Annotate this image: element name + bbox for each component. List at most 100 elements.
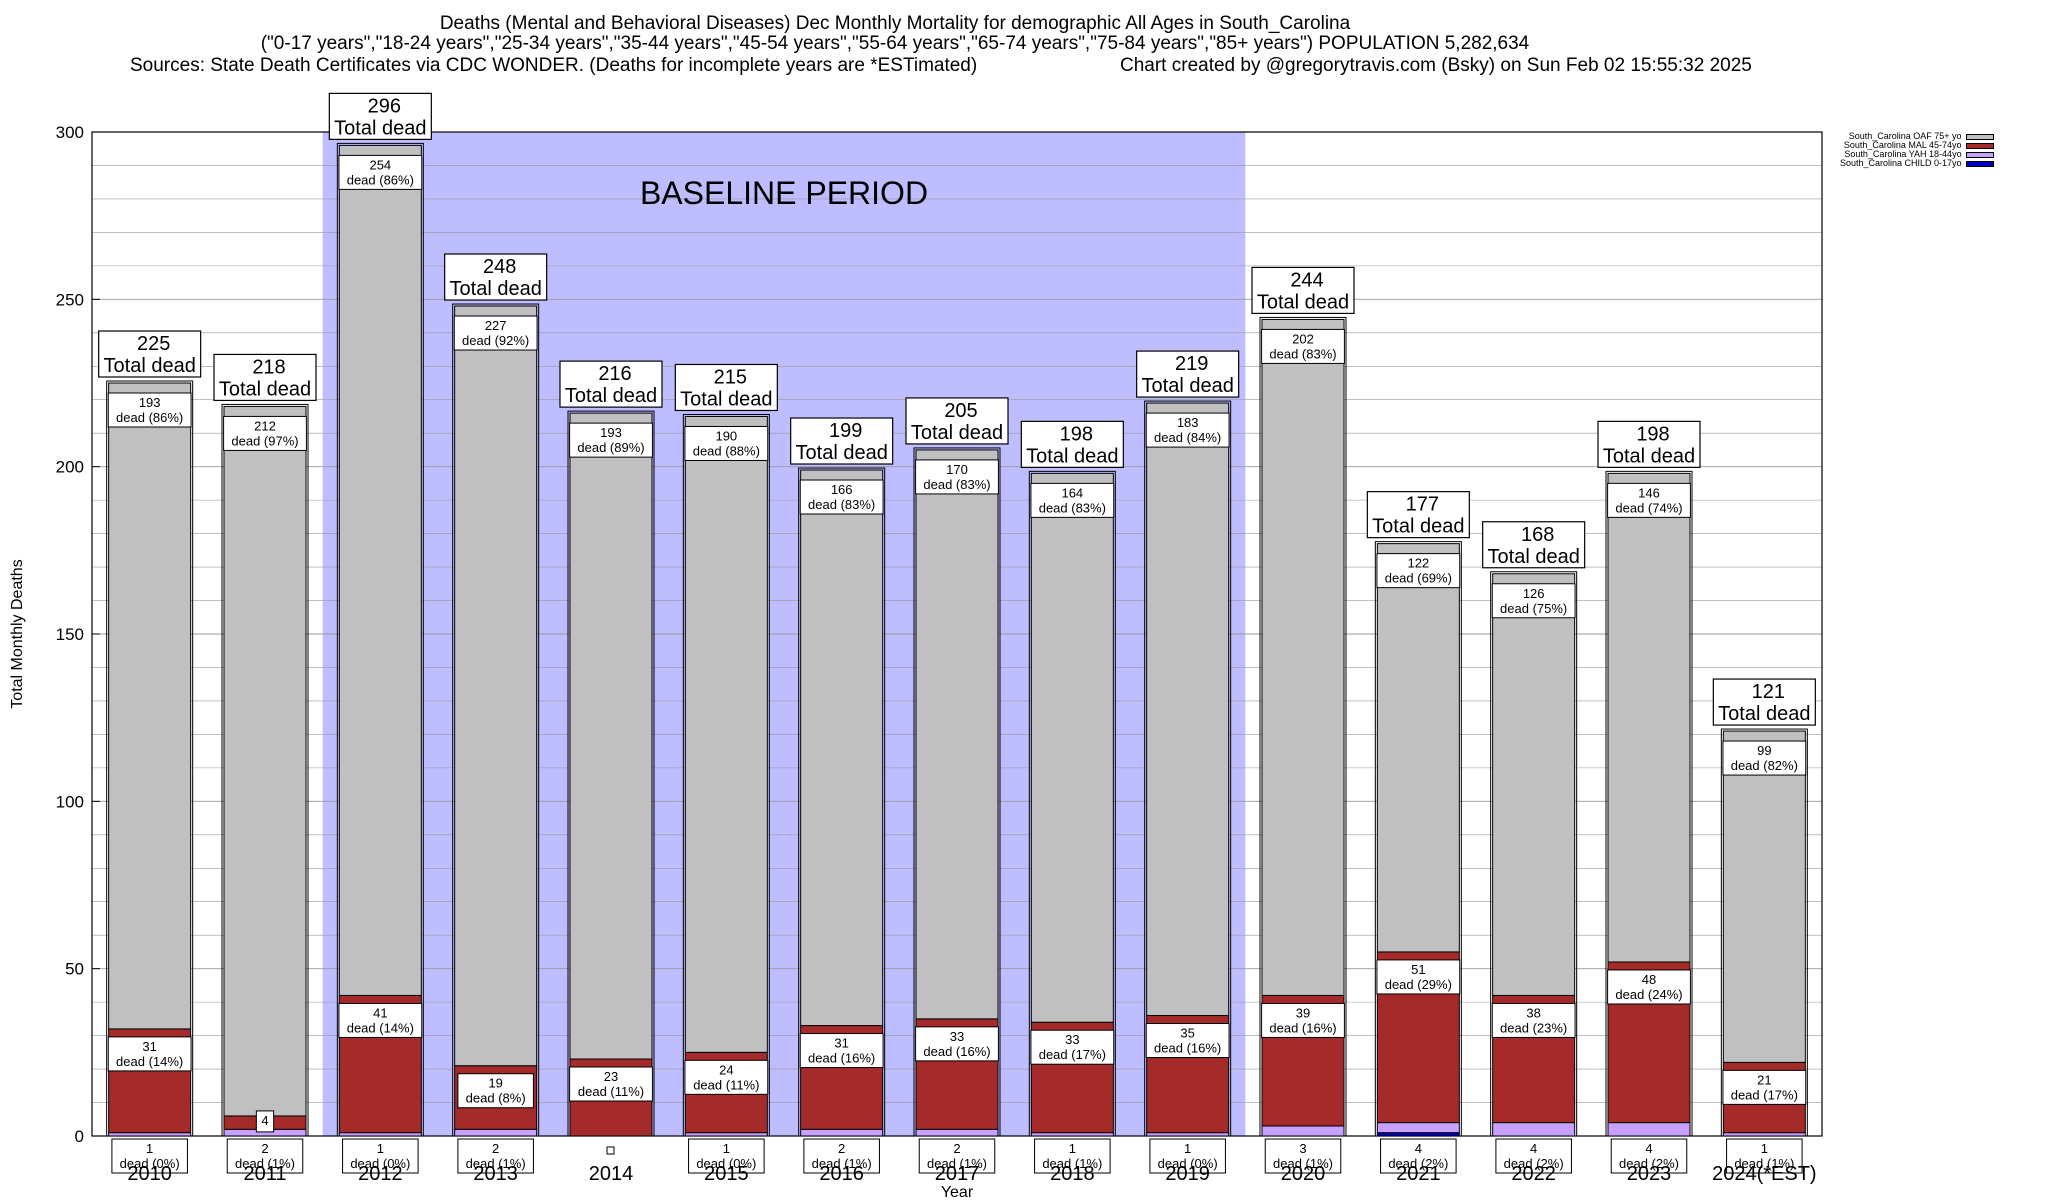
bar-outline bbox=[1720, 728, 1808, 1137]
bar-oaf bbox=[1376, 543, 1460, 953]
mal-label-box bbox=[255, 1110, 275, 1133]
total-label-box bbox=[444, 253, 548, 301]
total-label-box bbox=[1712, 678, 1816, 726]
bar-outline bbox=[798, 467, 886, 1137]
yah-marker bbox=[606, 1146, 615, 1155]
yah-label-pct: dead (2%) bbox=[1504, 1156, 1564, 1171]
legend-swatch bbox=[1965, 133, 1994, 140]
x-tick-label: 2013 bbox=[473, 1163, 518, 1185]
mal-label-box bbox=[1145, 1023, 1230, 1059]
mal-label-pct: dead (16%) bbox=[923, 1044, 990, 1059]
total-label-value: 177 bbox=[1406, 494, 1439, 516]
y-axis-label: Total Monthly Deaths bbox=[9, 559, 26, 708]
bar-oaf bbox=[569, 412, 653, 1060]
oaf-label-box bbox=[453, 315, 538, 351]
oaf-label-pct: dead (82%) bbox=[1731, 758, 1798, 773]
oaf-label-pct: dead (89%) bbox=[577, 440, 644, 455]
bar-yah bbox=[684, 1132, 768, 1137]
x-tick-label: 2015 bbox=[704, 1163, 749, 1185]
mal-label-value: 35 bbox=[1180, 1026, 1194, 1041]
mal-label-box bbox=[1261, 1002, 1345, 1038]
oaf-label-pct: dead (83%) bbox=[808, 497, 875, 512]
mal-label-box bbox=[684, 1059, 769, 1095]
bar-oaf bbox=[108, 382, 192, 1030]
oaf-label-value: 183 bbox=[1177, 415, 1199, 430]
mal-label-value: 31 bbox=[834, 1036, 848, 1051]
yah-label-box bbox=[1034, 1138, 1111, 1174]
chart-title: Deaths (Mental and Behavioral Diseases) … bbox=[0, 14, 1790, 54]
yah-label-pct: dead (0%) bbox=[696, 1156, 756, 1171]
oaf-label-value: 166 bbox=[831, 482, 853, 497]
oaf-label-value: 126 bbox=[1523, 586, 1545, 601]
bar-oaf bbox=[1030, 472, 1114, 1023]
yah-label-pct: dead (1%) bbox=[466, 1156, 526, 1171]
y-tick-label: 0 bbox=[75, 1127, 84, 1146]
mal-label-box bbox=[1376, 959, 1461, 995]
y-tick-label: 300 bbox=[56, 123, 84, 142]
chart-title-line-2: ("0-17 years","18-24 years","25-34 years… bbox=[260, 33, 1530, 54]
total-label-box bbox=[905, 397, 1009, 445]
mal-label-value: 4 bbox=[261, 1113, 268, 1128]
x-tick-label: 2017 bbox=[935, 1163, 980, 1185]
oaf-label-box bbox=[223, 415, 307, 451]
yah-label-value: 1 bbox=[1069, 1141, 1076, 1156]
total-label-text: Total dead bbox=[219, 378, 311, 400]
total-label-text: Total dead bbox=[1488, 546, 1580, 568]
total-label-text: Total dead bbox=[450, 278, 542, 300]
yah-label-value: 1 bbox=[1761, 1141, 1768, 1156]
yah-label-box bbox=[111, 1138, 188, 1174]
oaf-label-box bbox=[1145, 412, 1230, 448]
oaf-label-box bbox=[1491, 583, 1576, 619]
oaf-label-value: 193 bbox=[600, 425, 622, 440]
oaf-label-pct: dead (86%) bbox=[116, 410, 183, 425]
mal-label-pct: dead (17%) bbox=[1039, 1047, 1106, 1062]
total-label-value: 168 bbox=[1521, 524, 1554, 546]
total-label-box bbox=[790, 417, 894, 465]
oaf-label-value: 212 bbox=[254, 418, 276, 433]
x-tick-label: 2014 bbox=[589, 1163, 634, 1185]
x-tick-label: 2019 bbox=[1165, 1163, 1210, 1185]
oaf-label-box bbox=[1261, 328, 1345, 364]
y-tick-label: 50 bbox=[65, 960, 84, 979]
mal-label-value: 51 bbox=[1411, 962, 1425, 977]
bar-yah bbox=[108, 1132, 192, 1137]
oaf-label-value: 164 bbox=[1061, 485, 1083, 500]
total-label-value: 205 bbox=[944, 400, 977, 422]
yah-label-pct: dead (1%) bbox=[812, 1156, 872, 1171]
bar-oaf bbox=[338, 144, 422, 996]
oaf-label-box bbox=[684, 425, 769, 461]
total-label-value: 244 bbox=[1290, 269, 1323, 291]
total-label-text: Total dead bbox=[1372, 516, 1464, 538]
oaf-label-pct: dead (69%) bbox=[1385, 571, 1452, 586]
mal-label-box bbox=[569, 1066, 653, 1102]
oaf-label-pct: dead (92%) bbox=[462, 333, 529, 348]
total-label-value: 198 bbox=[1636, 423, 1669, 445]
total-label-box bbox=[328, 92, 432, 140]
bar-oaf bbox=[1492, 573, 1576, 996]
mal-label-box bbox=[1491, 1002, 1576, 1038]
total-label-box bbox=[98, 330, 202, 378]
legend-label: South_Carolina CHILD 0-17yo bbox=[1840, 158, 1962, 168]
oaf-label-value: 190 bbox=[715, 428, 737, 443]
mal-label-box bbox=[1607, 969, 1691, 1005]
oaf-label-box bbox=[1030, 482, 1115, 518]
yah-label-value: 3 bbox=[1299, 1141, 1306, 1156]
yah-label-value: 1 bbox=[377, 1141, 384, 1156]
mal-label-pct: dead (16%) bbox=[1154, 1041, 1221, 1056]
chart-sources: Sources: State Death Certificates via CD… bbox=[130, 55, 978, 76]
bar-oaf bbox=[1146, 402, 1230, 1017]
y-tick-label: 100 bbox=[56, 792, 84, 811]
yah-label-value: 2 bbox=[261, 1141, 268, 1156]
yah-label-box bbox=[1380, 1138, 1457, 1174]
legend-label: South_Carolina OAF 75+ yo bbox=[1848, 131, 1962, 141]
total-label-value: 296 bbox=[368, 95, 401, 117]
oaf-label-pct: dead (83%) bbox=[923, 477, 990, 492]
bar-child bbox=[1376, 1132, 1460, 1137]
oaf-label-pct: dead (86%) bbox=[347, 172, 414, 187]
x-tick-label: 2020 bbox=[1281, 1163, 1326, 1185]
bar-outline bbox=[452, 303, 540, 1137]
y-tick-label: 150 bbox=[56, 625, 84, 644]
mal-label-value: 39 bbox=[1296, 1005, 1310, 1020]
mal-label-value: 21 bbox=[1757, 1072, 1771, 1087]
